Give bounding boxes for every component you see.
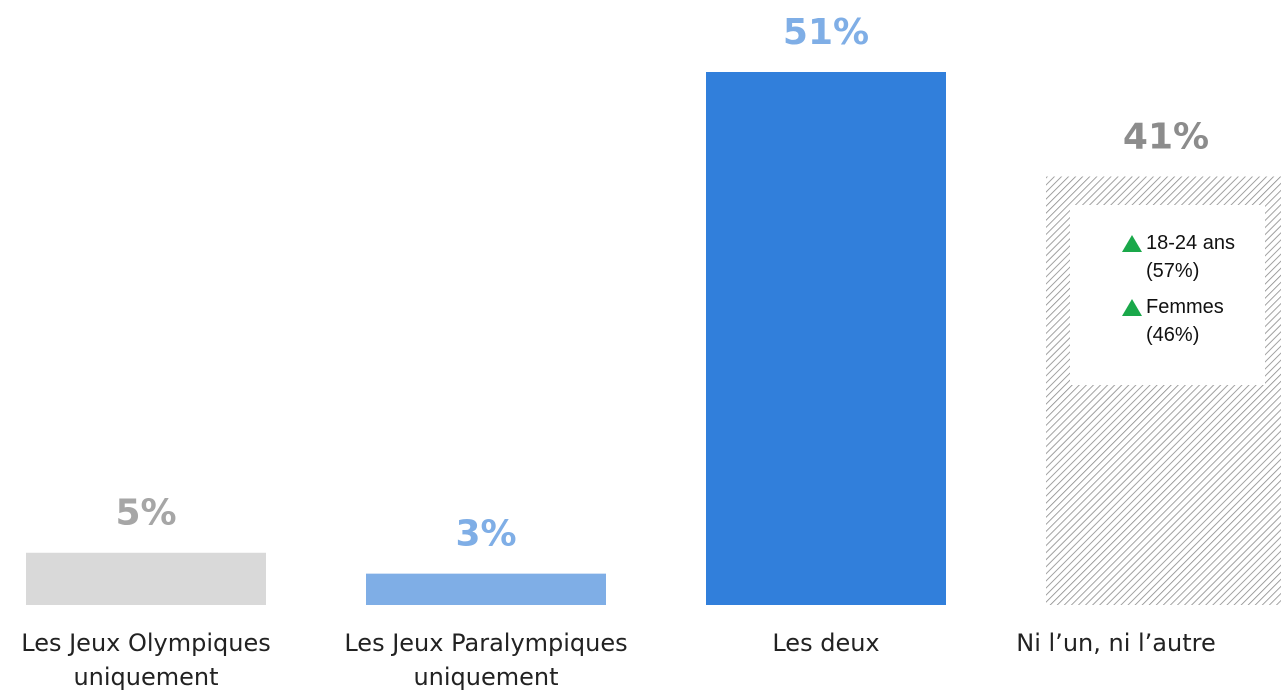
x-tick-label: Les Jeux Olympiques uniquement (21, 629, 271, 691)
value-label: 3% (455, 514, 516, 555)
value-label: 51% (783, 12, 869, 53)
x-tick-label: Les deux (772, 629, 880, 657)
x-tick-label: Ni l’un, ni l’autre (1016, 629, 1216, 657)
bar (26, 552, 266, 605)
up-arrow-icon (1122, 299, 1142, 316)
value-label: 5% (115, 493, 176, 534)
value-label: 41% (1123, 117, 1209, 158)
annotation: Femmes (46%) (1070, 293, 1265, 349)
bar (706, 72, 946, 605)
annotation: 18-24 ans (57%) (1070, 229, 1265, 285)
x-tick-label: Les Jeux Paralympiques uniquement (344, 629, 628, 691)
annotation-box: 18-24 ans (57%) Femmes (46%) (1070, 205, 1265, 385)
up-arrow-icon (1122, 235, 1142, 252)
bar (366, 573, 606, 605)
